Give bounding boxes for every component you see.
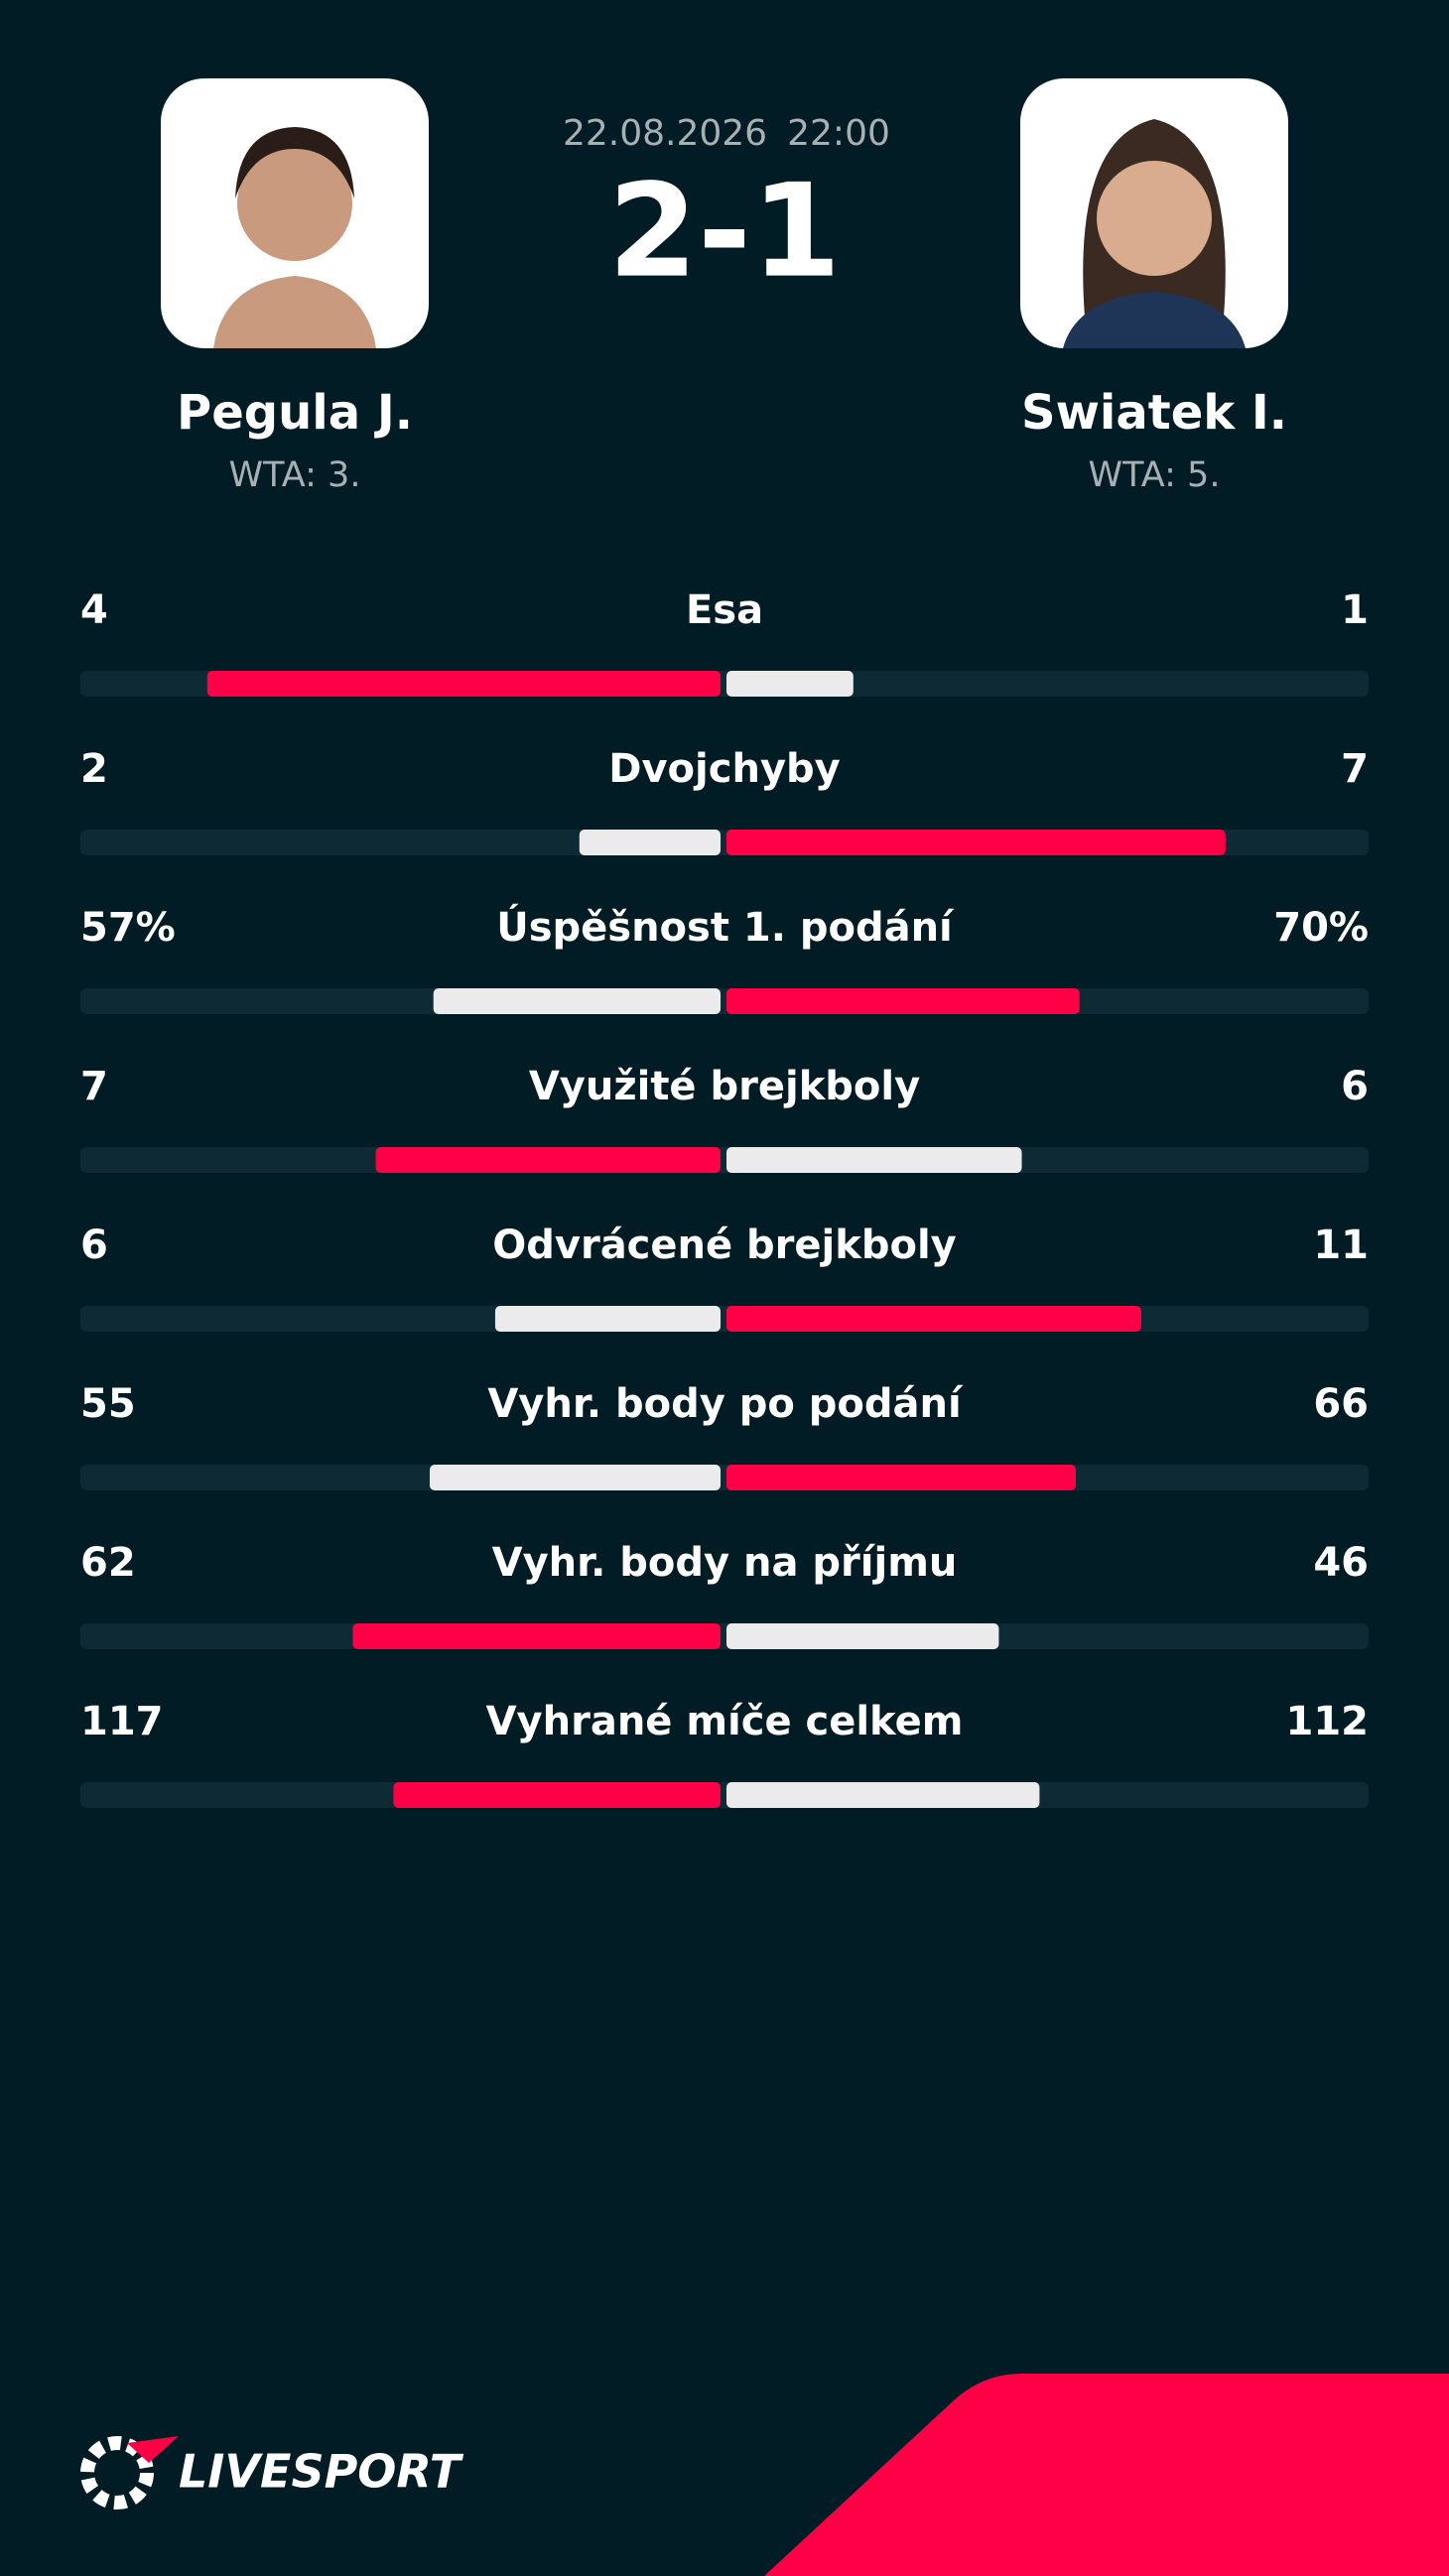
stat-label: Využité brejkboly [529, 1064, 920, 1109]
away-bar [726, 988, 1080, 1014]
player-name: Swiatek I. [1021, 385, 1287, 441]
away-value: 70% [1273, 905, 1369, 951]
home-value: 117 [80, 1699, 164, 1744]
bar-track [80, 1782, 1369, 1808]
home-value: 6 [80, 1223, 108, 1268]
bar-track [80, 1465, 1369, 1490]
stat-rows: 4 Esa 1 2 Dvojchyby 7 57% Úspěšnost 1. podání 70… [80, 587, 1369, 1808]
home-value: 7 [80, 1064, 108, 1109]
player-name: Pegula J. [177, 385, 413, 441]
home-bar [494, 1306, 721, 1332]
match-time: 22:00 [787, 113, 890, 154]
home-value: 57% [80, 905, 176, 951]
away-value: 6 [1341, 1064, 1369, 1109]
player-rank: WTA: 3. [229, 455, 361, 495]
stat-label: Vyhr. body po podání [487, 1381, 964, 1427]
away-value: 1 [1341, 587, 1369, 633]
player-rank: WTA: 5. [1089, 455, 1221, 495]
home-bar [433, 988, 721, 1014]
away-bar [726, 1782, 1040, 1808]
stat-label: Vyhrané míče celkem [486, 1699, 964, 1744]
match-date: 22.08.2026 [563, 113, 767, 154]
home-value: 2 [80, 746, 108, 792]
away-value: 46 [1313, 1540, 1369, 1586]
away-value: 66 [1313, 1381, 1369, 1427]
away-bar [726, 1306, 1141, 1332]
stat-label: Úspěšnost 1. podání [496, 903, 955, 951]
stat-label: Odvrácené brejkboly [492, 1223, 957, 1268]
away-bar [726, 671, 854, 697]
away-bar [726, 1147, 1022, 1173]
home-bar [430, 1465, 721, 1490]
bar-track [80, 1147, 1369, 1173]
photo-away [1020, 78, 1288, 348]
home-bar [579, 830, 721, 855]
home-bar [352, 1623, 721, 1649]
away-value: 11 [1313, 1223, 1369, 1268]
home-value: 55 [80, 1381, 136, 1427]
stat-label: Dvojchyby [608, 746, 840, 792]
home-bar [206, 671, 722, 697]
logo: LIVESPORT [80, 2436, 464, 2510]
away-bar [726, 830, 1226, 855]
home-bar [375, 1147, 721, 1173]
away-value: 112 [1286, 1699, 1370, 1744]
stat-label: Esa [686, 587, 763, 633]
away-value: 7 [1341, 746, 1369, 792]
stat-label: Vyhr. body na příjmu [492, 1540, 958, 1586]
photo-home [161, 78, 429, 348]
brand-name: LIVESPORT [179, 2445, 464, 2499]
home-value: 4 [80, 587, 108, 633]
bar-track [80, 1306, 1369, 1332]
home-bar [393, 1782, 721, 1808]
score: 2-1 [608, 156, 842, 307]
home-value: 62 [80, 1540, 136, 1586]
away-bar [726, 1465, 1076, 1490]
bar-track [80, 1623, 1369, 1649]
away-bar [726, 1623, 999, 1649]
bar-track [80, 988, 1369, 1014]
brand-accent [764, 2374, 1449, 2576]
